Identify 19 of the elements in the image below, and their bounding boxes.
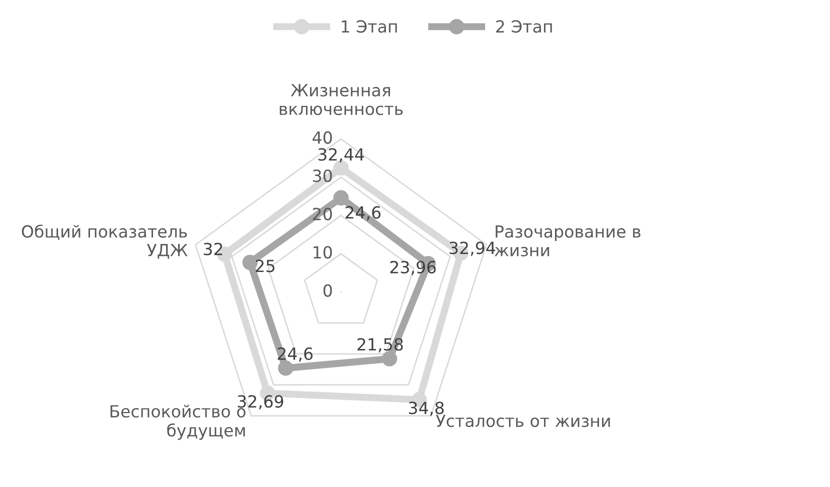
data-label: 21,58	[357, 338, 403, 352]
data-label: 32,94	[450, 242, 496, 256]
legend-label: 1 Этап	[342, 20, 397, 33]
spoke-label: Жизненная включенность	[280, 84, 403, 116]
legend-label: 2 Этап	[496, 20, 552, 33]
data-label: 25	[256, 260, 274, 272]
spoke-label: Общий показатель УДЖ	[22, 224, 188, 259]
spoke-label: Усталость от жизни	[436, 414, 610, 428]
data-label: 32	[204, 242, 222, 256]
y-tick-label: 10	[314, 246, 332, 259]
data-label: 23,96	[390, 260, 436, 276]
y-tick-label: 0	[323, 284, 332, 297]
y-tick-label: 30	[313, 169, 332, 182]
y-tick-label: 40	[312, 131, 332, 144]
data-label: 24,6	[346, 206, 381, 220]
data-label: 24,6	[278, 347, 313, 362]
data-label: 32,44	[318, 148, 364, 162]
data-label: 34,8	[409, 402, 444, 416]
spoke-label: Разочарование в жизни	[494, 225, 640, 256]
